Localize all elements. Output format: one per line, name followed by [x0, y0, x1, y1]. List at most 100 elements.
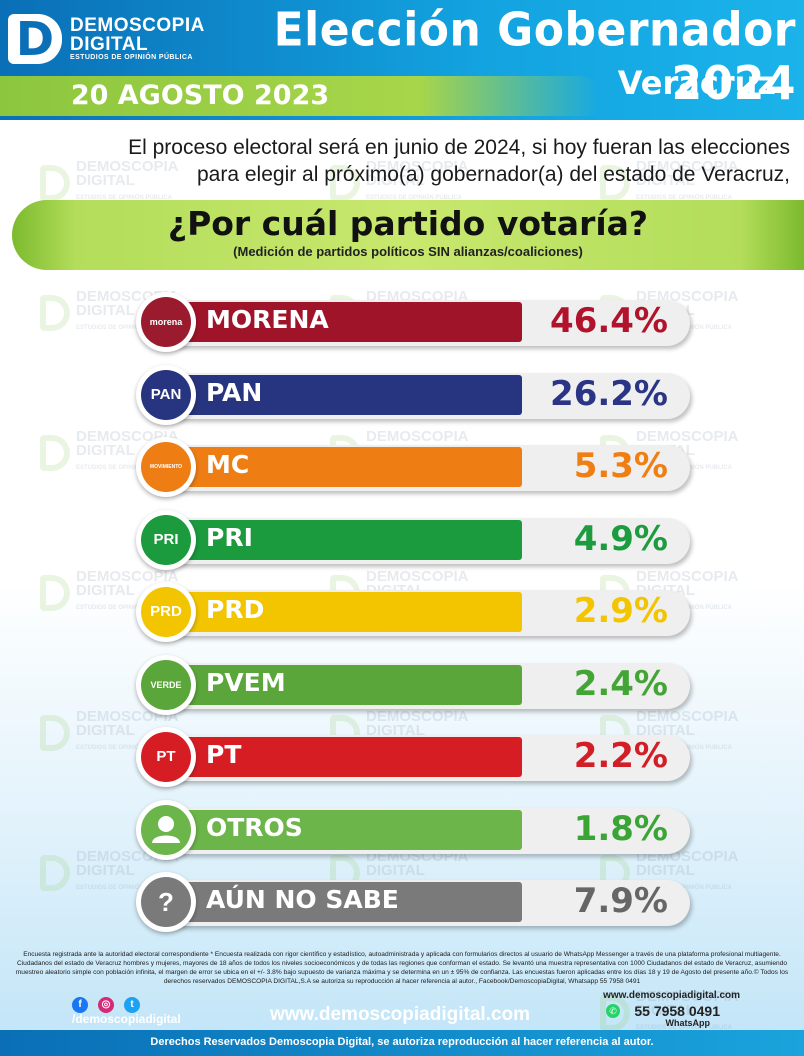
watermark-d-icon: [40, 574, 70, 611]
footer-band: [0, 1030, 804, 1056]
watermark-d-icon: [600, 994, 630, 1031]
badge-text: PRD: [141, 587, 191, 637]
watermark-tagline: ESTUDIOS DE OPINIÓN PÚBLICA: [76, 325, 173, 331]
bar-category-label: MORENA: [206, 305, 329, 334]
watermark-name-2: DIGITAL: [76, 862, 135, 879]
pan-logo-icon: PAN: [136, 364, 196, 425]
intro-line-2: para elegir al próximo(a) gobernador(a) …: [197, 163, 790, 186]
watermark-name-1: DEMOSCOPIA: [76, 568, 179, 585]
watermark-name-2: DIGITAL: [366, 722, 425, 739]
watermark-tagline: ESTUDIOS DE OPINIÓN PÚBLICA: [76, 195, 173, 201]
watermark-name-1: DEMOSCOPIA: [76, 708, 179, 725]
social-handle[interactable]: /demoscopiadigital: [72, 1012, 181, 1026]
facebook-icon[interactable]: f: [72, 997, 88, 1013]
social-icons: f ◎ t: [72, 994, 202, 1024]
watermark-tagline: ESTUDIOS DE OPINIÓN PÚBLICA: [76, 885, 173, 891]
website-small[interactable]: www.demoscopiadigital.com: [603, 990, 740, 1001]
watermark-d-icon: [40, 164, 70, 201]
watermark-tagline: ESTUDIOS DE OPINIÓN PÚBLICA: [76, 465, 173, 471]
survey-date: 20 AGOSTO 2023: [70, 80, 330, 111]
bar-category-label: PAN: [206, 377, 263, 407]
watermark-d-icon: [40, 714, 70, 751]
watermark-tagline: ESTUDIOS DE OPINIÓN PÚBLICA: [636, 1025, 733, 1031]
question-icon: ?: [136, 872, 196, 932]
instagram-icon[interactable]: ◎: [98, 997, 114, 1013]
bar-value-label: 4.9%: [573, 518, 668, 559]
bar-value-label: 2.9%: [573, 591, 668, 631]
brand-logo: D DEMOSCOPIA DIGITAL ESTUDIOS DE OPINIÓN…: [8, 14, 208, 64]
watermark-name-2: DIGITAL: [366, 862, 425, 879]
twitter-icon[interactable]: t: [124, 997, 140, 1013]
watermark-d-icon: [40, 294, 70, 331]
watermark-name-1: DEMOSCOPIA: [636, 158, 739, 175]
bar-row: PRD PRD 2.9%: [136, 582, 692, 642]
watermark-d-icon: [40, 434, 70, 471]
bar: [156, 737, 522, 777]
bar-value-label: 1.8%: [573, 808, 668, 849]
whatsapp-icon[interactable]: ✆: [606, 1004, 620, 1018]
chart-subtitle: (Medición de partidos políticos SIN alia…: [233, 244, 583, 259]
badge-text: PRI: [141, 514, 191, 565]
badge-text: morena: [141, 297, 191, 347]
badge-text: ?: [141, 877, 191, 927]
bar-category-label: PRD: [206, 595, 265, 624]
page-title: Elección Gobernador 2024: [273, 3, 796, 111]
bar: [156, 882, 522, 922]
watermark-name-1: DEMOSCOPIA: [636, 568, 739, 585]
pri-logo-icon: PRI: [136, 509, 196, 570]
bar: [156, 809, 522, 850]
watermark-name-1: DEMOSCOPIA: [76, 158, 179, 175]
watermark-tagline: ESTUDIOS DE OPINIÓN PÚBLICA: [76, 745, 173, 751]
methodology-note: Encuesta registrada ante la autoridad el…: [15, 951, 789, 985]
state-title: Veracruz: [617, 64, 776, 102]
badge-text: VERDE: [141, 659, 191, 710]
morena-logo-icon: morena: [136, 292, 196, 352]
intro-text: El proceso electoral será en junio de 20…: [20, 134, 790, 188]
watermark-name-2: DIGITAL: [76, 172, 135, 189]
bar: [156, 374, 522, 415]
watermark-d-icon: [40, 854, 70, 891]
logo-d-icon: D: [8, 14, 62, 64]
bar-row: ? AÚN NO SABE 7.9%: [136, 872, 692, 932]
watermark-name-1: DEMOSCOPIA: [366, 708, 469, 725]
phone-number[interactable]: 55 7958 0491: [634, 1003, 720, 1019]
website-link[interactable]: www.demoscopiadigital.com: [269, 1004, 531, 1025]
watermark-name-2: DIGITAL: [76, 582, 135, 599]
whatsapp-label: WhatsApp: [665, 1018, 711, 1028]
bar-row: OTROS 1.8%: [136, 799, 692, 860]
watermark-name-2: DIGITAL: [76, 442, 135, 459]
bar-value-label: 2.2%: [573, 736, 668, 776]
bar-category-label: MC: [206, 450, 250, 479]
bar-value-label: 26.2%: [550, 373, 668, 414]
bar-value-label: 46.4%: [550, 301, 668, 341]
badge-text: [141, 804, 191, 855]
watermark-name-2: DIGITAL: [76, 722, 135, 739]
bar-row: PAN PAN 26.2%: [136, 364, 692, 425]
bar: [156, 592, 522, 632]
watermark-name-2: DIGITAL: [636, 172, 695, 189]
question-band: [12, 200, 804, 270]
intro-line-1: El proceso electoral será en junio de 20…: [128, 136, 790, 159]
bar: [156, 302, 522, 342]
watermark-name-1: DEMOSCOPIA: [636, 988, 739, 1005]
bar-row: morena MORENA 46.4%: [136, 292, 692, 352]
pt-star-icon: PT: [136, 727, 196, 787]
bar-category-label: PVEM: [206, 667, 286, 697]
pvem-toucan-icon: VERDE: [136, 654, 196, 715]
bar-row: PRI PRI 4.9%: [136, 509, 692, 570]
watermark-name-2: DIGITAL: [636, 862, 695, 879]
watermark-name-1: DEMOSCOPIA: [636, 428, 739, 445]
logo-name-2: DIGITAL: [70, 34, 149, 55]
watermark-name-1: DEMOSCOPIA: [636, 708, 739, 725]
bar: [156, 664, 522, 705]
watermark-tagline: ESTUDIOS DE OPINIÓN PÚBLICA: [636, 195, 733, 201]
watermark-name-1: DEMOSCOPIA: [366, 568, 469, 585]
bar-row: MOVIMIENTO CIUDADANO MC 5.3%: [136, 437, 692, 520]
watermark-name-1: DEMOSCOPIA: [366, 428, 469, 445]
